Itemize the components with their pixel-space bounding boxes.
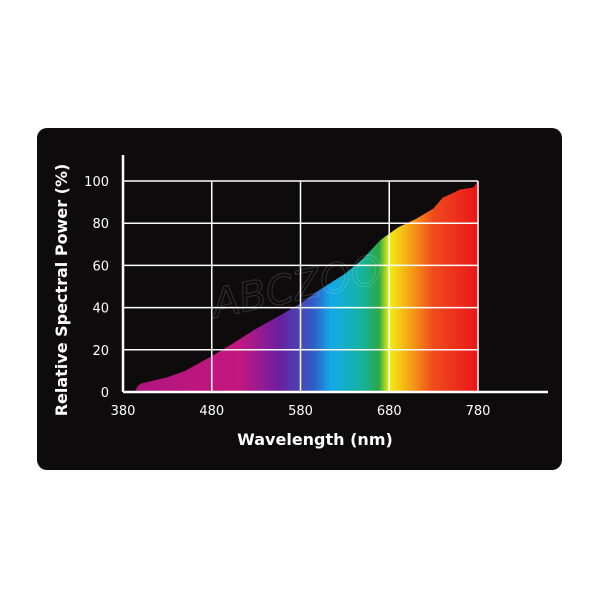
y-tick-label: 100 <box>84 175 109 190</box>
x-tick-label: 780 <box>466 404 491 419</box>
y-tick-label: 0 <box>101 386 109 401</box>
y-tick-label: 80 <box>92 217 109 232</box>
y-tick-label: 60 <box>92 259 109 274</box>
x-tick-label: 580 <box>288 404 313 419</box>
x-tick-label: 380 <box>111 404 136 419</box>
x-tick-label: 480 <box>199 404 224 419</box>
y-axis-label: Relative Spectral Power (%) <box>52 164 71 417</box>
spectrum-area <box>136 181 478 392</box>
y-tick-label: 40 <box>92 302 109 317</box>
y-tick-label: 20 <box>92 344 109 359</box>
x-axis-label: Wavelength (nm) <box>237 430 393 449</box>
x-tick-label: 680 <box>377 404 402 419</box>
